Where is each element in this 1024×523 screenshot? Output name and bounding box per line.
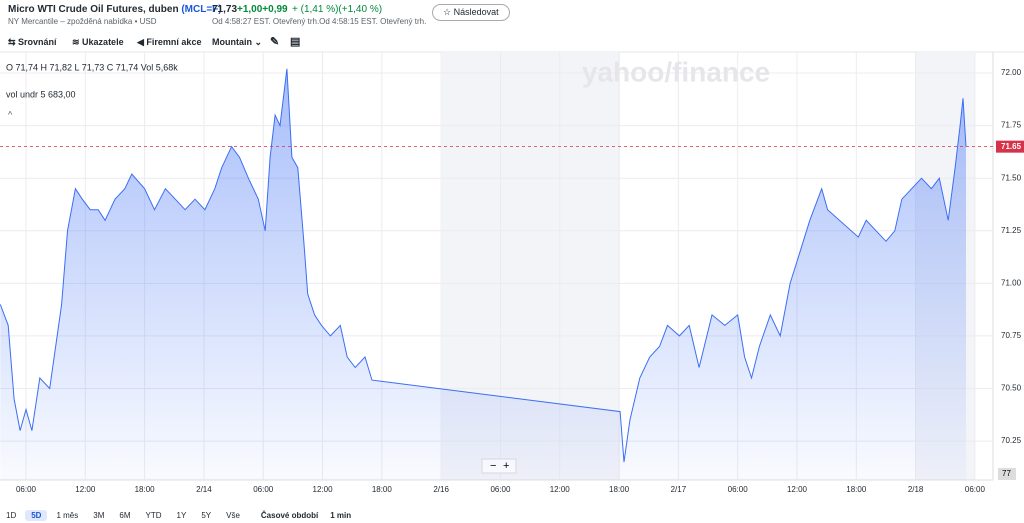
range-button[interactable]: 1D	[6, 511, 17, 520]
time-period[interactable]: Časové období	[260, 511, 319, 520]
x-tick-label: 2/14	[196, 485, 212, 494]
range-button[interactable]: Vše	[226, 511, 240, 520]
y-tick-label: 70.25	[1001, 436, 1022, 445]
range-button[interactable]: 1 měs	[56, 511, 79, 520]
x-tick-label: 06:00	[490, 485, 511, 494]
compare[interactable]: ⇆ Srovnání	[8, 37, 57, 47]
change-pct: + (1,41 %)(+1,40 %)	[292, 4, 383, 15]
area-fill	[0, 68, 967, 481]
x-tick-label: 06:00	[16, 485, 37, 494]
subtitle: NY Mercantile – zpožděná nabídka • USD	[8, 17, 157, 26]
range-bar: 1D 5D 1 měs 3M 6M YTD 1Y 5Y Vše Časové období 1 mi…	[0, 510, 357, 521]
follow-button[interactable]: ☆ Následovat	[432, 4, 510, 21]
symbol[interactable]: (MCL=F)	[181, 4, 222, 15]
draw-icon[interactable]: ✎	[270, 36, 280, 48]
watermark: yahoo/finance	[582, 56, 770, 87]
volume-legend: vol undr 5 683,00	[6, 89, 76, 99]
range-button[interactable]: 5Y	[201, 511, 212, 520]
y-tick-label: 70.75	[1001, 331, 1022, 340]
range-button[interactable]: 1Y	[176, 511, 187, 520]
ohlc: O 71,74 H 71,82 L 71,73 C 71,74 Vol 5,68…	[6, 62, 178, 72]
price: 71,73	[212, 4, 238, 15]
range-button[interactable]: 6M	[119, 511, 131, 520]
y-tick-label: 71.25	[1001, 226, 1022, 235]
range-button[interactable]: YTD	[145, 511, 162, 520]
y-tick-label: 70.50	[1001, 384, 1022, 393]
current-price-box	[996, 140, 1024, 153]
x-tick-label: 2/16	[433, 485, 449, 494]
x-tick-label: 18:00	[372, 485, 393, 494]
volume-axis-label: 77	[1002, 469, 1011, 478]
current-price-label: 71.65	[1001, 142, 1022, 151]
chart-type-label: Mountain	[212, 37, 252, 47]
interval[interactable]: 1 min	[330, 511, 352, 520]
save-icon[interactable]: ▤	[290, 36, 301, 48]
x-tick-label: 06:00	[728, 485, 749, 494]
change: +1,00+0,99	[237, 4, 288, 15]
x-tick-label: 18:00	[609, 485, 630, 494]
x-tick-label: 12:00	[313, 485, 334, 494]
events-label: Firemní akce	[146, 37, 202, 47]
y-tick-label: 71.50	[1001, 173, 1022, 182]
indicators[interactable]: ≋ Ukazatele	[72, 37, 124, 47]
market-time: Od 4:58:27 EST. Otevřený trh.Od 4:58:15 …	[212, 17, 427, 26]
collapse[interactable]: ^	[8, 109, 13, 119]
corporate-events[interactable]: ◀ Firemní akce	[137, 37, 202, 47]
indicators-label: Ukazatele	[82, 37, 124, 47]
price-line	[0, 68, 967, 463]
y-tick-label: 72.00	[1001, 68, 1022, 77]
x-tick-label: 18:00	[135, 485, 156, 494]
x-tick-label: 12:00	[787, 485, 808, 494]
y-tick-label: 71.00	[1001, 278, 1022, 287]
volume-axis-box	[998, 468, 1016, 480]
chart-type[interactable]: Mountain ⌄	[212, 37, 263, 47]
title: Micro WTI Crude Oil Futures, duben (MCL=…	[8, 4, 222, 15]
x-tick-label: 12:00	[550, 485, 571, 494]
range-button[interactable]: 3M	[93, 511, 105, 520]
x-tick-label: 12:00	[75, 485, 96, 494]
x-tick-label: 06:00	[965, 485, 986, 494]
x-tick-label: 2/17	[671, 485, 687, 494]
range-button[interactable]: 5D	[25, 510, 48, 521]
x-tick-label: 06:00	[253, 485, 274, 494]
title-text: Micro WTI Crude Oil Futures, duben	[8, 4, 179, 15]
y-tick-label: 71.75	[1001, 121, 1022, 130]
compare-label: Srovnání	[18, 37, 57, 47]
x-tick-label: 2/18	[908, 485, 924, 494]
x-tick-label: 18:00	[846, 485, 867, 494]
